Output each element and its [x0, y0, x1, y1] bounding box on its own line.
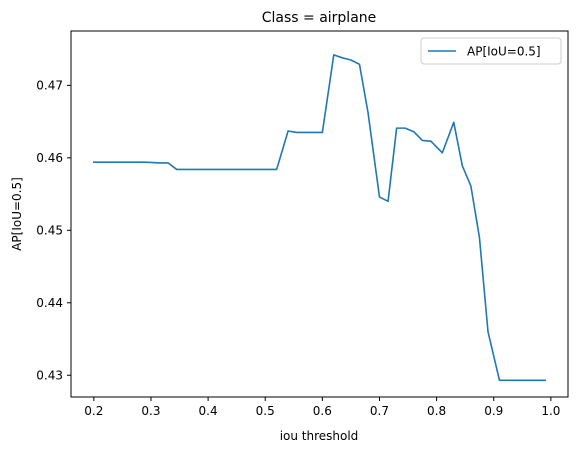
x-tick-label: 1.0	[541, 404, 560, 418]
x-tick-label: 0.3	[141, 404, 160, 418]
series-line	[93, 54, 546, 382]
y-axis-ticks: 0.43 0.44 0.45 0.46 0.47	[36, 78, 71, 382]
x-tick-label: 0.4	[199, 404, 218, 418]
y-axis-label: AP[IoU=0.5]	[10, 177, 24, 251]
legend-label: AP[IoU=0.5]	[467, 45, 541, 59]
x-tick-label: 0.8	[427, 404, 446, 418]
x-tick-label: 0.2	[84, 404, 103, 418]
y-tick-label: 0.46	[36, 151, 63, 165]
y-tick-label: 0.47	[36, 78, 63, 92]
chart-title: Class = airplane	[262, 10, 377, 26]
x-axis-label: iou threshold	[280, 429, 359, 443]
y-tick-label: 0.43	[36, 368, 63, 382]
y-tick-label: 0.45	[36, 223, 63, 237]
y-tick-label: 0.44	[36, 296, 63, 310]
plot-area	[70, 30, 569, 398]
x-tick-label: 0.9	[484, 404, 503, 418]
x-tick-label: 0.5	[256, 404, 275, 418]
x-tick-label: 0.6	[313, 404, 332, 418]
legend: AP[IoU=0.5]	[420, 37, 562, 65]
legend-box	[420, 37, 562, 65]
series-layer	[93, 54, 546, 382]
x-axis-ticks: 0.2 0.3 0.4 0.5 0.6 0.7 0.8 0.9 1.0	[84, 397, 560, 418]
x-tick-label: 0.7	[370, 404, 389, 418]
